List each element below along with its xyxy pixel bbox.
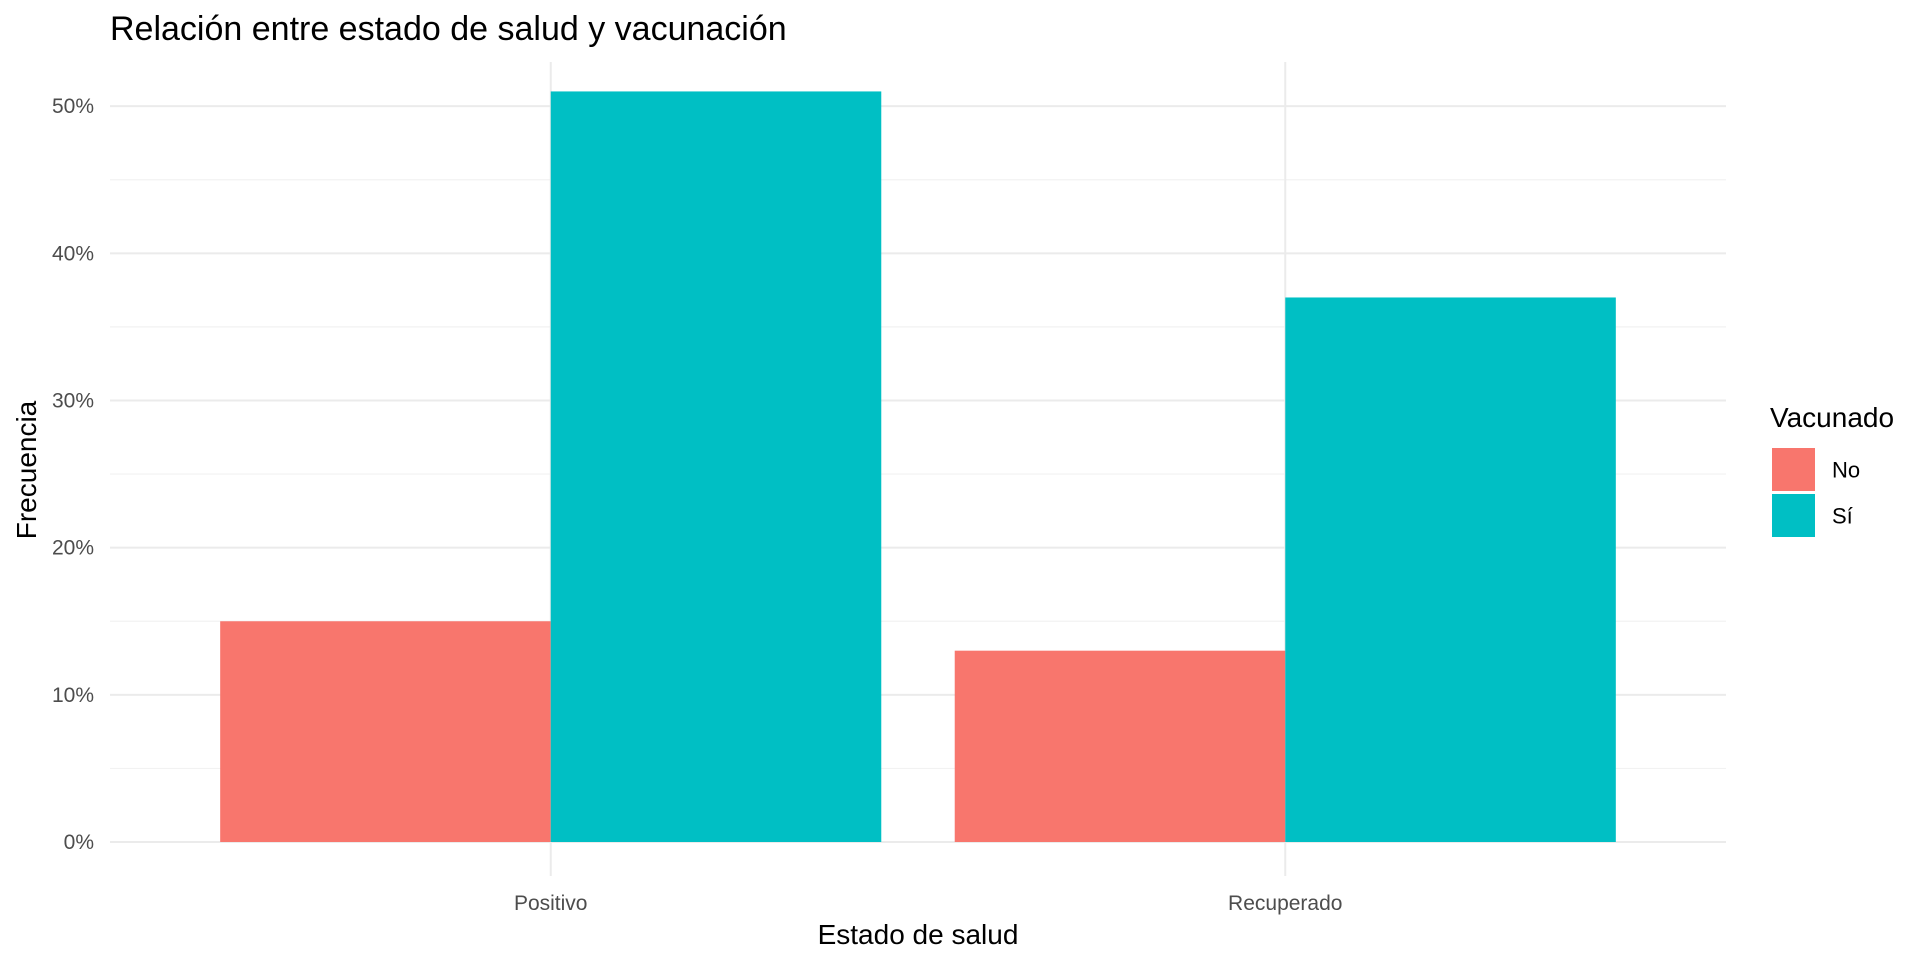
- y-axis-title: Frecuencia: [11, 400, 42, 539]
- x-tick-label: Recuperado: [1228, 892, 1342, 915]
- legend: Vacunado No Sí: [1770, 402, 1894, 537]
- y-tick-label: 40%: [52, 242, 94, 265]
- y-tick-label: 20%: [52, 537, 94, 560]
- legend-key-0: [1772, 448, 1815, 491]
- bars: [220, 91, 1616, 843]
- bar-recuperado-1: [1285, 297, 1616, 843]
- bar-positivo-0: [220, 621, 551, 842]
- chart-title: Relación entre estado de salud y vacunac…: [110, 10, 787, 48]
- bar-positivo-1: [550, 91, 882, 842]
- y-tick-label: 0%: [64, 831, 94, 854]
- legend-title: Vacunado: [1770, 402, 1894, 433]
- legend-label-0: No: [1832, 458, 1860, 483]
- y-tick-labels: 0% 10% 20% 30% 40% 50%: [52, 95, 94, 854]
- x-tick-labels: Positivo Recuperado: [514, 892, 1343, 915]
- y-tick-label: 50%: [52, 95, 94, 118]
- bar-recuperado-0: [954, 650, 1286, 842]
- legend-key-1: [1772, 494, 1815, 537]
- x-tick-label: Positivo: [514, 892, 588, 915]
- legend-label-1: Sí: [1832, 504, 1853, 529]
- y-tick-label: 10%: [52, 684, 94, 707]
- x-axis-title: Estado de salud: [818, 919, 1019, 950]
- y-tick-label: 30%: [52, 389, 94, 412]
